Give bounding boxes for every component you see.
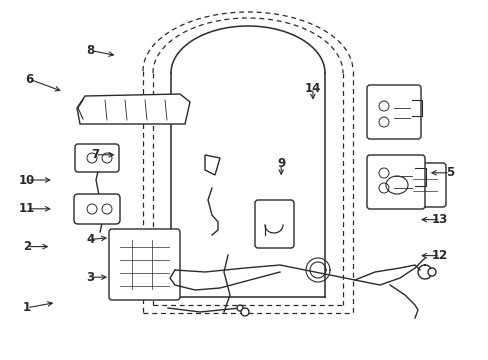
Text: 4: 4 xyxy=(86,233,94,246)
Text: 5: 5 xyxy=(445,166,453,179)
Circle shape xyxy=(241,308,248,316)
Text: 7: 7 xyxy=(91,148,99,161)
Text: 3: 3 xyxy=(86,271,94,284)
Text: 12: 12 xyxy=(431,249,447,262)
Text: 10: 10 xyxy=(19,174,35,186)
Text: 1: 1 xyxy=(23,301,31,314)
FancyBboxPatch shape xyxy=(75,144,119,172)
FancyBboxPatch shape xyxy=(74,194,120,224)
Circle shape xyxy=(237,305,243,311)
Ellipse shape xyxy=(385,176,407,194)
FancyBboxPatch shape xyxy=(109,229,180,300)
FancyBboxPatch shape xyxy=(366,85,420,139)
FancyBboxPatch shape xyxy=(366,155,424,209)
Text: 13: 13 xyxy=(431,213,447,226)
Polygon shape xyxy=(77,94,190,124)
Circle shape xyxy=(427,268,435,276)
Text: 8: 8 xyxy=(86,44,94,57)
FancyBboxPatch shape xyxy=(254,200,293,248)
FancyBboxPatch shape xyxy=(371,163,445,207)
Text: 9: 9 xyxy=(277,157,285,170)
Polygon shape xyxy=(204,155,220,175)
Text: 2: 2 xyxy=(23,240,31,253)
Text: 6: 6 xyxy=(25,73,33,86)
Text: 11: 11 xyxy=(19,202,35,215)
Text: 14: 14 xyxy=(304,82,321,95)
